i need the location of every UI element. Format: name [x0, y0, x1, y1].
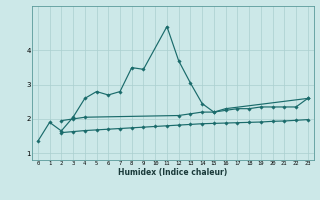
- X-axis label: Humidex (Indice chaleur): Humidex (Indice chaleur): [118, 168, 228, 177]
